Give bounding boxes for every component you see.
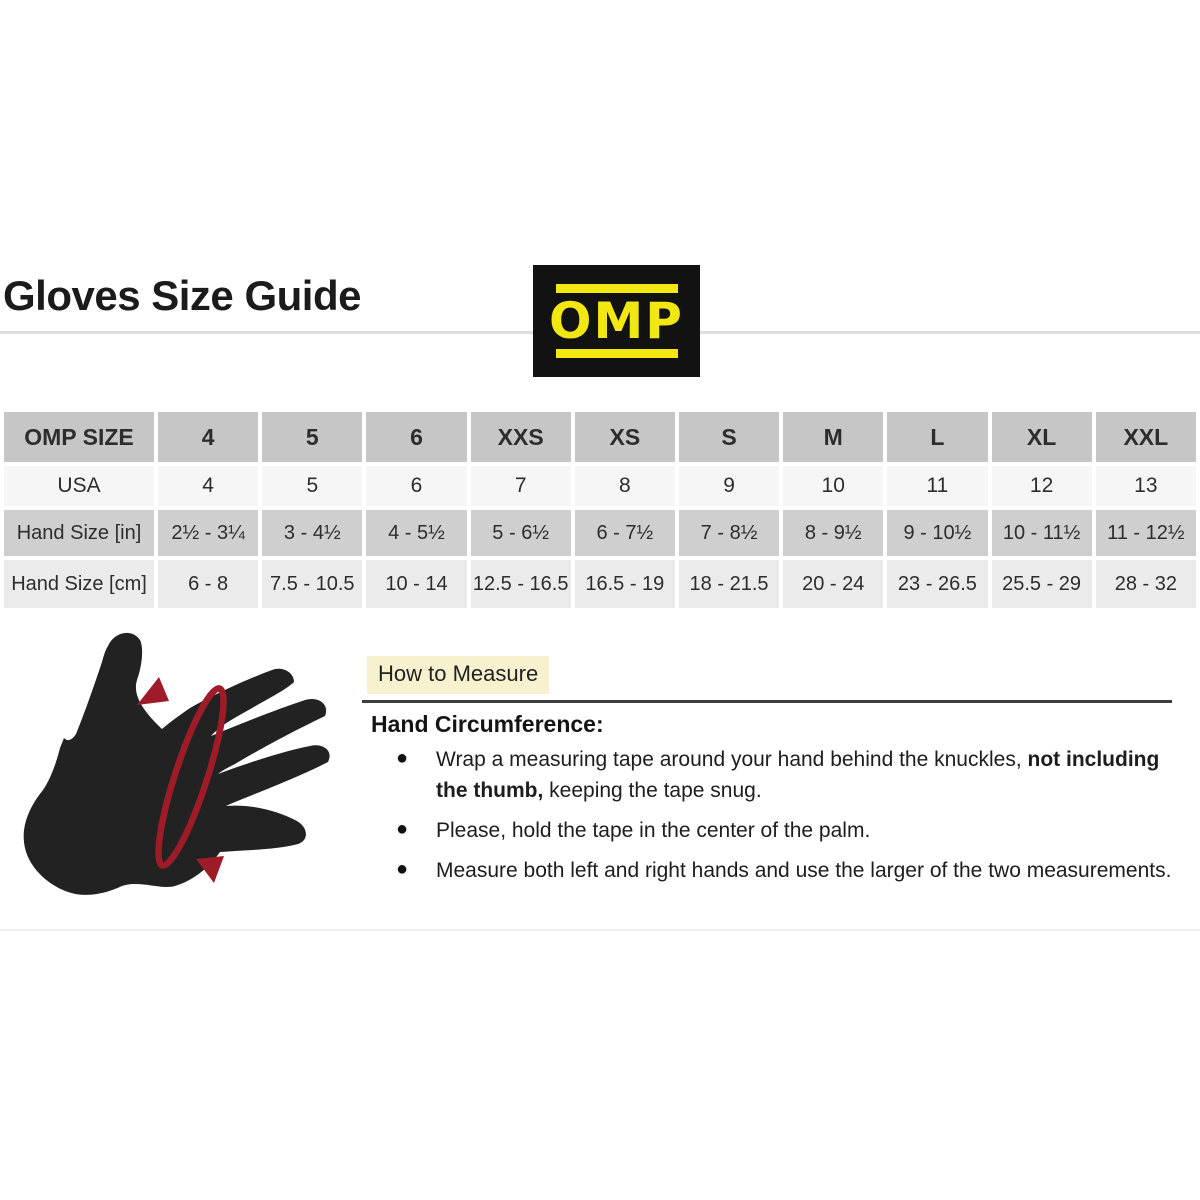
logo-text: OMP [549, 292, 684, 350]
size-table-cell: 7 - 8½ [678, 510, 780, 556]
bottom-divider [0, 929, 1200, 931]
measure-bullet-item: ● Measure both left and right hands and … [388, 855, 1180, 886]
size-table-cell: 28 - 32 [1095, 560, 1196, 608]
bullet-dot-icon: ● [396, 747, 409, 769]
logo-top-bar [555, 284, 678, 293]
size-table-cell: 12 [991, 466, 1092, 506]
size-table-cell: 13 [1095, 466, 1196, 506]
size-table-cell: 16.5 - 19 [574, 560, 675, 608]
size-table-header-cell: 5 [262, 412, 363, 462]
size-table-cell: 7.5 - 10.5 [262, 560, 363, 608]
measure-section-divider [362, 700, 1172, 703]
size-table-cell: 11 [887, 466, 988, 506]
row-label: USA [4, 466, 154, 506]
size-table-cell: 8 - 9½ [783, 510, 884, 556]
size-table-header-cell: XL [991, 412, 1092, 462]
size-table-cell: 10 - 14 [366, 560, 467, 608]
size-table-cell: 10 [783, 466, 884, 506]
size-table-row-hand-size-cm: Hand Size [cm] 6 - 8 7.5 - 10.5 10 - 14 … [4, 560, 1196, 608]
size-table-cell: 18 - 21.5 [678, 560, 780, 608]
bullet-dot-icon: ● [396, 858, 409, 880]
size-table-cell: 20 - 24 [783, 560, 884, 608]
size-table-row-hand-size-in: Hand Size [in] 2½ - 3¼ 3 - 4½ 4 - 5½ 5 -… [4, 510, 1196, 556]
measure-bullet-item: ● Please, hold the tape in the center of… [388, 815, 1180, 846]
bullet-text: Wrap a measuring tape around your hand b… [436, 748, 1160, 802]
hand-circumference-illustration [23, 632, 330, 895]
size-table-cell: 5 [262, 466, 363, 506]
size-table-cell: 7 [470, 466, 571, 506]
size-table-header-cell: 6 [366, 412, 467, 462]
size-table-header-cell: M [783, 412, 884, 462]
size-table-cell: 8 [574, 466, 675, 506]
tape-arrow-top-icon [137, 677, 169, 705]
size-table-cell: 23 - 26.5 [887, 560, 988, 608]
measure-bullet-list: ● Wrap a measuring tape around your hand… [388, 744, 1180, 895]
size-table-cell: 6 - 7½ [574, 510, 675, 556]
row-label: Hand Size [in] [4, 510, 154, 556]
bullet-dot-icon: ● [396, 818, 409, 840]
hand-circumference-heading: Hand Circumference: [371, 711, 604, 737]
measuring-tape-loop [155, 685, 227, 869]
bullet-text: Measure both left and right hands and us… [436, 859, 1172, 882]
size-table-cell: 9 [678, 466, 780, 506]
size-table-cell: 9 - 10½ [887, 510, 988, 556]
page-title: Gloves Size Guide [3, 272, 361, 319]
size-table-cell: 12.5 - 16.5 [470, 560, 571, 608]
size-table-header-cell: XXL [1095, 412, 1196, 462]
size-table-cell: 4 - 5½ [366, 510, 467, 556]
omp-logo: OMP [533, 265, 700, 377]
size-table-cell: 25.5 - 29 [991, 560, 1092, 608]
size-table-row-usa: USA 4 5 6 7 8 9 10 11 12 13 [4, 466, 1196, 506]
tape-arrow-bottom-icon [196, 856, 224, 883]
size-table-header-cell: 4 [158, 412, 259, 462]
size-table-cell: 3 - 4½ [262, 510, 363, 556]
size-table-cell: 11 - 12½ [1095, 510, 1196, 556]
size-table: OMP SIZE 4 5 6 XXS XS S M L XL XXL USA 4… [0, 408, 1200, 612]
size-table-cell: 6 [366, 466, 467, 506]
bullet-text: Please, hold the tape in the center of t… [436, 819, 871, 842]
size-table-cell: 6 - 8 [158, 560, 259, 608]
size-table-cell: 10 - 11½ [991, 510, 1092, 556]
logo-bottom-bar [555, 349, 678, 358]
size-table-header-cell: L [887, 412, 988, 462]
size-table-cell: 4 [158, 466, 259, 506]
size-table-header-row: OMP SIZE 4 5 6 XXS XS S M L XL XXL [4, 412, 1196, 462]
size-table-cell: 2½ - 3¼ [158, 510, 259, 556]
row-label: Hand Size [cm] [4, 560, 154, 608]
size-table-corner-cell: OMP SIZE [4, 412, 154, 462]
how-to-measure-heading: How to Measure [367, 656, 550, 694]
measure-bullet-item: ● Wrap a measuring tape around your hand… [388, 744, 1180, 806]
size-table-header-cell: S [678, 412, 780, 462]
size-table-cell: 5 - 6½ [470, 510, 571, 556]
size-table-header-cell: XS [574, 412, 675, 462]
size-table-header-cell: XXS [470, 412, 571, 462]
